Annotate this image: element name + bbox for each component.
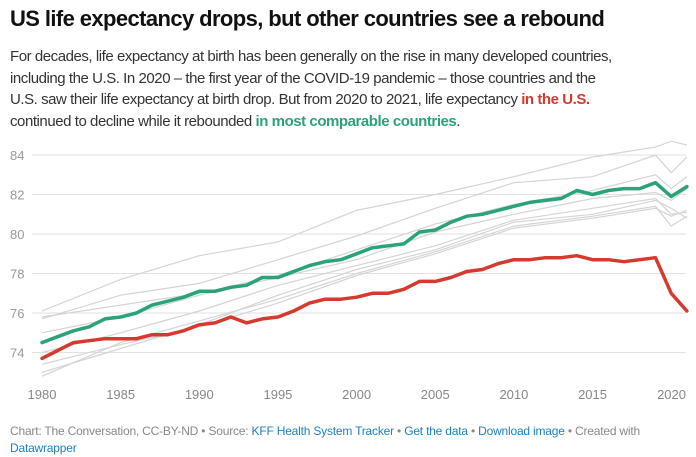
x-tick-label: 1980 [28, 387, 57, 402]
us-highlight: in the U.S. [521, 91, 590, 108]
separator: • [564, 424, 575, 438]
source-link[interactable]: KFF Health System Tracker [251, 424, 395, 438]
x-tick-label: 2005 [421, 387, 450, 402]
other-country-line [41, 140, 688, 312]
source-label: Source: [208, 424, 252, 438]
chart-credit: Chart: The Conversation, CC-BY-ND [10, 424, 199, 438]
datawrapper-link[interactable]: Datawrapper [10, 441, 77, 455]
other-country-line [41, 188, 688, 334]
y-tick-label: 78 [10, 267, 24, 282]
other-country-line [41, 174, 688, 318]
separator: • [198, 424, 209, 438]
comparable-highlight: in most comparable countries [255, 112, 457, 130]
download-image-link[interactable]: Download image [478, 424, 565, 438]
chart-subtitle: For decades, life expectancy at birth ha… [10, 46, 612, 132]
subtitle-text: U.S. saw their life expectancy at birth … [10, 91, 522, 108]
us-line [40, 253, 689, 361]
separator: • [467, 424, 479, 438]
x-tick-label: 2020 [657, 387, 686, 402]
other-country-line [41, 199, 688, 373]
x-tick-label: 2015 [578, 387, 607, 402]
x-tick-label: 2000 [342, 387, 371, 402]
subtitle-line: including the U.S. In 2020 – the first y… [10, 69, 596, 87]
separator: • [393, 424, 405, 438]
subtitle-line: continued to decline while it rebounded … [10, 111, 612, 133]
y-tick-label: 82 [10, 188, 24, 203]
y-tick-label: 84 [10, 148, 24, 163]
subtitle-text: continued to decline while it rebounded [10, 112, 256, 130]
x-tick-label: 2010 [499, 387, 528, 402]
subtitle-line: U.S. saw their life expectancy at birth … [10, 89, 612, 111]
other-country-line [41, 154, 688, 320]
comparable-countries-line [40, 180, 689, 345]
chart-footer: Chart: The Conversation, CC-BY-ND • Sour… [10, 423, 690, 457]
subtitle-line: For decades, life expectancy at birth ha… [10, 48, 612, 65]
x-tick-label: 1990 [185, 387, 214, 402]
y-tick-label: 76 [10, 306, 24, 321]
chart-title: US life expectancy drops, but other coun… [10, 6, 605, 31]
other-country-line [41, 207, 688, 365]
other-country-line [41, 197, 687, 354]
other-country-line [41, 205, 688, 377]
subtitle-text: . [456, 112, 461, 130]
y-tick-label: 80 [10, 227, 24, 242]
created-with-text: Created with [575, 424, 640, 438]
x-tick-label: 1995 [263, 387, 292, 402]
line-chart: 74 76 78 80 82 84 1980 1985 1990 1995 2000 2005 2010… [10, 140, 689, 402]
y-tick-label: 74 [10, 346, 24, 361]
get-data-link[interactable]: Get the data [404, 424, 468, 438]
x-tick-label: 1985 [106, 387, 135, 402]
